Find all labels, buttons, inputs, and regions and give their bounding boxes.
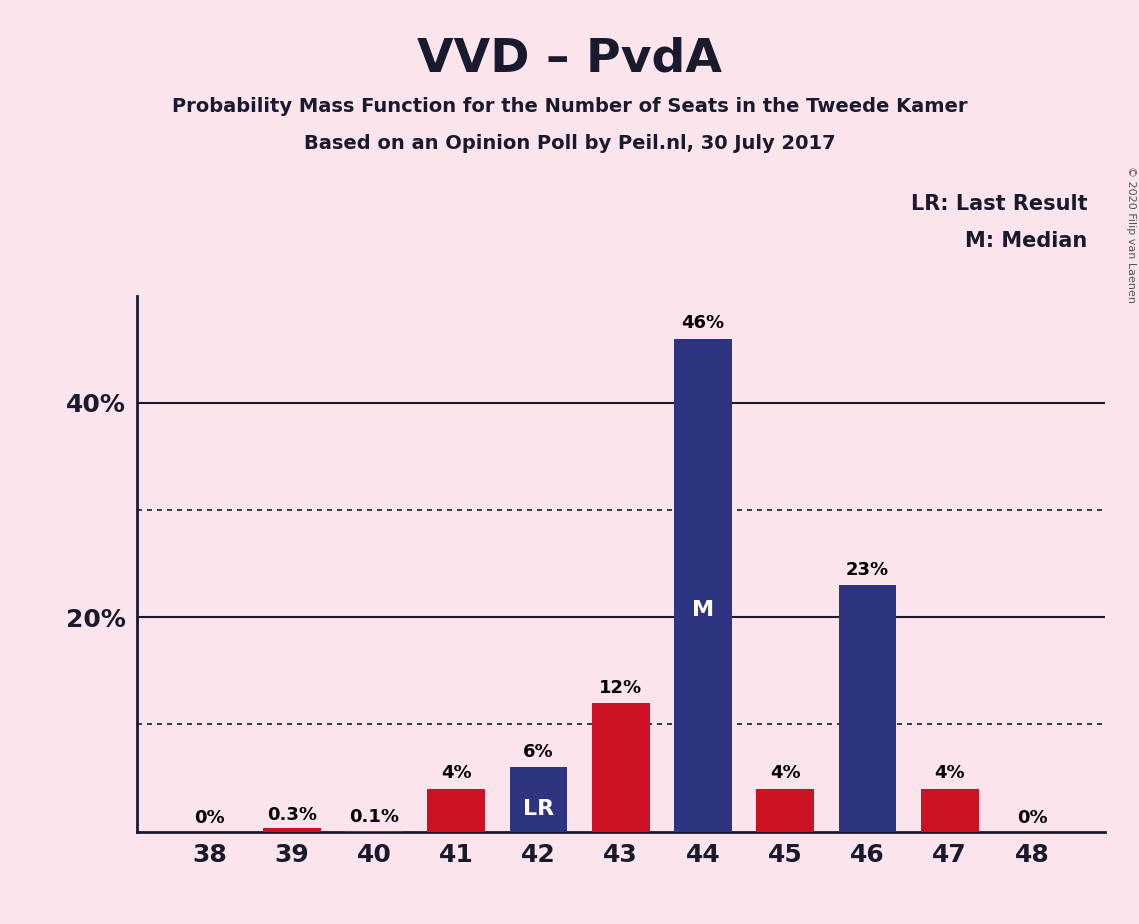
Text: M: Median: M: Median bbox=[966, 231, 1088, 251]
Text: 46%: 46% bbox=[681, 314, 724, 332]
Bar bbox=[345, 831, 403, 832]
Text: 4%: 4% bbox=[441, 764, 472, 783]
Text: 4%: 4% bbox=[770, 764, 801, 783]
Bar bbox=[838, 585, 896, 832]
Bar bbox=[427, 789, 485, 832]
Text: 23%: 23% bbox=[846, 561, 890, 578]
Text: 0%: 0% bbox=[1017, 809, 1048, 827]
Text: Probability Mass Function for the Number of Seats in the Tweede Kamer: Probability Mass Function for the Number… bbox=[172, 97, 967, 116]
Text: 12%: 12% bbox=[599, 678, 642, 697]
Text: LR: Last Result: LR: Last Result bbox=[911, 194, 1088, 214]
Text: 4%: 4% bbox=[934, 764, 965, 783]
Text: 0.1%: 0.1% bbox=[349, 808, 399, 826]
Text: 6%: 6% bbox=[523, 743, 554, 760]
Bar bbox=[756, 789, 814, 832]
Bar bbox=[510, 767, 567, 832]
Text: LR: LR bbox=[523, 799, 554, 819]
Text: M: M bbox=[693, 600, 714, 620]
Bar bbox=[674, 338, 731, 832]
Text: 0%: 0% bbox=[194, 809, 224, 827]
Text: © 2020 Filip van Laenen: © 2020 Filip van Laenen bbox=[1126, 166, 1136, 303]
Text: VVD – PvdA: VVD – PvdA bbox=[417, 37, 722, 82]
Bar bbox=[592, 703, 649, 832]
Text: Based on an Opinion Poll by Peil.nl, 30 July 2017: Based on an Opinion Poll by Peil.nl, 30 … bbox=[304, 134, 835, 153]
Bar bbox=[921, 789, 978, 832]
Bar bbox=[263, 829, 320, 832]
Text: 0.3%: 0.3% bbox=[267, 806, 317, 824]
